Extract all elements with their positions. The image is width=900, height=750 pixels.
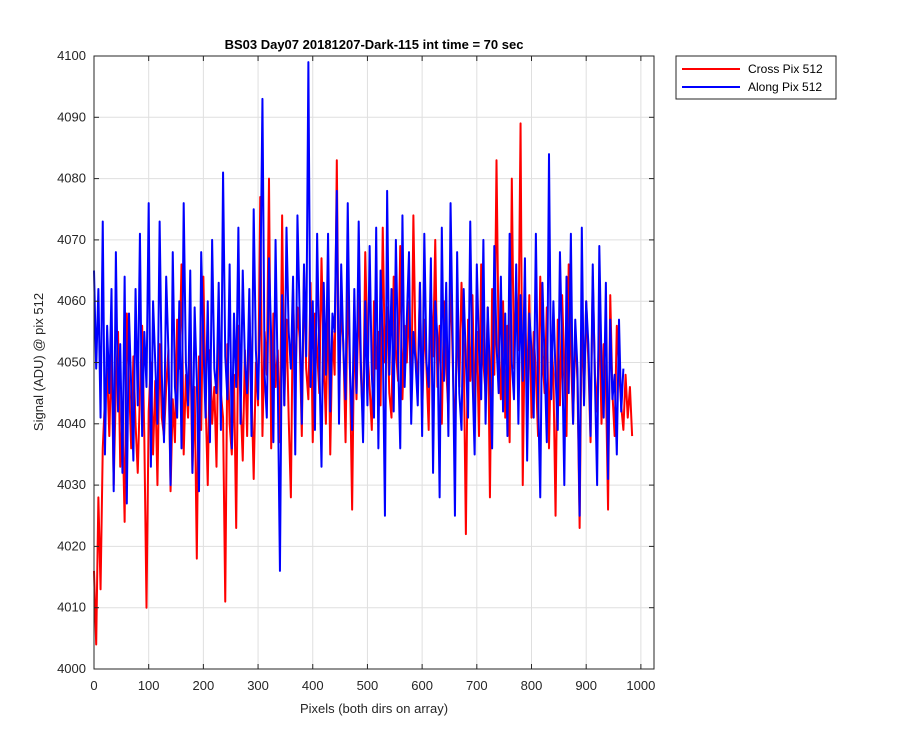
y-tick-label: 4000 xyxy=(57,661,86,676)
x-tick-label: 600 xyxy=(411,678,433,693)
x-tick-label: 100 xyxy=(138,678,160,693)
x-tick-label: 900 xyxy=(575,678,597,693)
legend-box xyxy=(675,55,837,100)
axis-ticks: 0 100 200 300 400 500 600 700 800 900 1000 4000 4010… xyxy=(57,48,655,693)
series-along-pix-512 xyxy=(93,61,625,572)
x-axis-label: Pixels (both dirs on array) xyxy=(300,701,448,716)
series-line xyxy=(93,61,625,572)
y-tick-label: 4050 xyxy=(57,355,86,370)
chart-title: BS03 Day07 20181207-Dark-115 int time = … xyxy=(225,37,524,52)
x-tick-label: 200 xyxy=(193,678,215,693)
y-tick-label: 4060 xyxy=(57,293,86,308)
x-tick-label: 400 xyxy=(302,678,324,693)
legend: Cross Pix 512 Along Pix 512 xyxy=(675,55,837,100)
x-tick-label: 0 xyxy=(90,678,97,693)
legend-label-cross: Cross Pix 512 xyxy=(748,62,823,76)
y-axis-label: Signal (ADU) @ pix 512 xyxy=(31,293,46,431)
y-tick-label: 4080 xyxy=(57,171,86,186)
y-tick-label: 4100 xyxy=(57,48,86,63)
x-tick-label: 1000 xyxy=(626,678,655,693)
x-tick-label: 800 xyxy=(521,678,543,693)
y-tick-label: 4070 xyxy=(57,232,86,247)
x-tick-label: 700 xyxy=(466,678,488,693)
y-tick-label: 4090 xyxy=(57,109,86,124)
y-tick-label: 4020 xyxy=(57,538,86,553)
x-tick-label: 500 xyxy=(357,678,379,693)
y-tick-label: 4030 xyxy=(57,477,86,492)
series-layer xyxy=(93,61,634,646)
legend-label-along: Along Pix 512 xyxy=(748,80,822,94)
y-tick-label: 4010 xyxy=(57,600,86,615)
y-tick-label: 4040 xyxy=(57,416,86,431)
x-tick-label: 300 xyxy=(247,678,269,693)
